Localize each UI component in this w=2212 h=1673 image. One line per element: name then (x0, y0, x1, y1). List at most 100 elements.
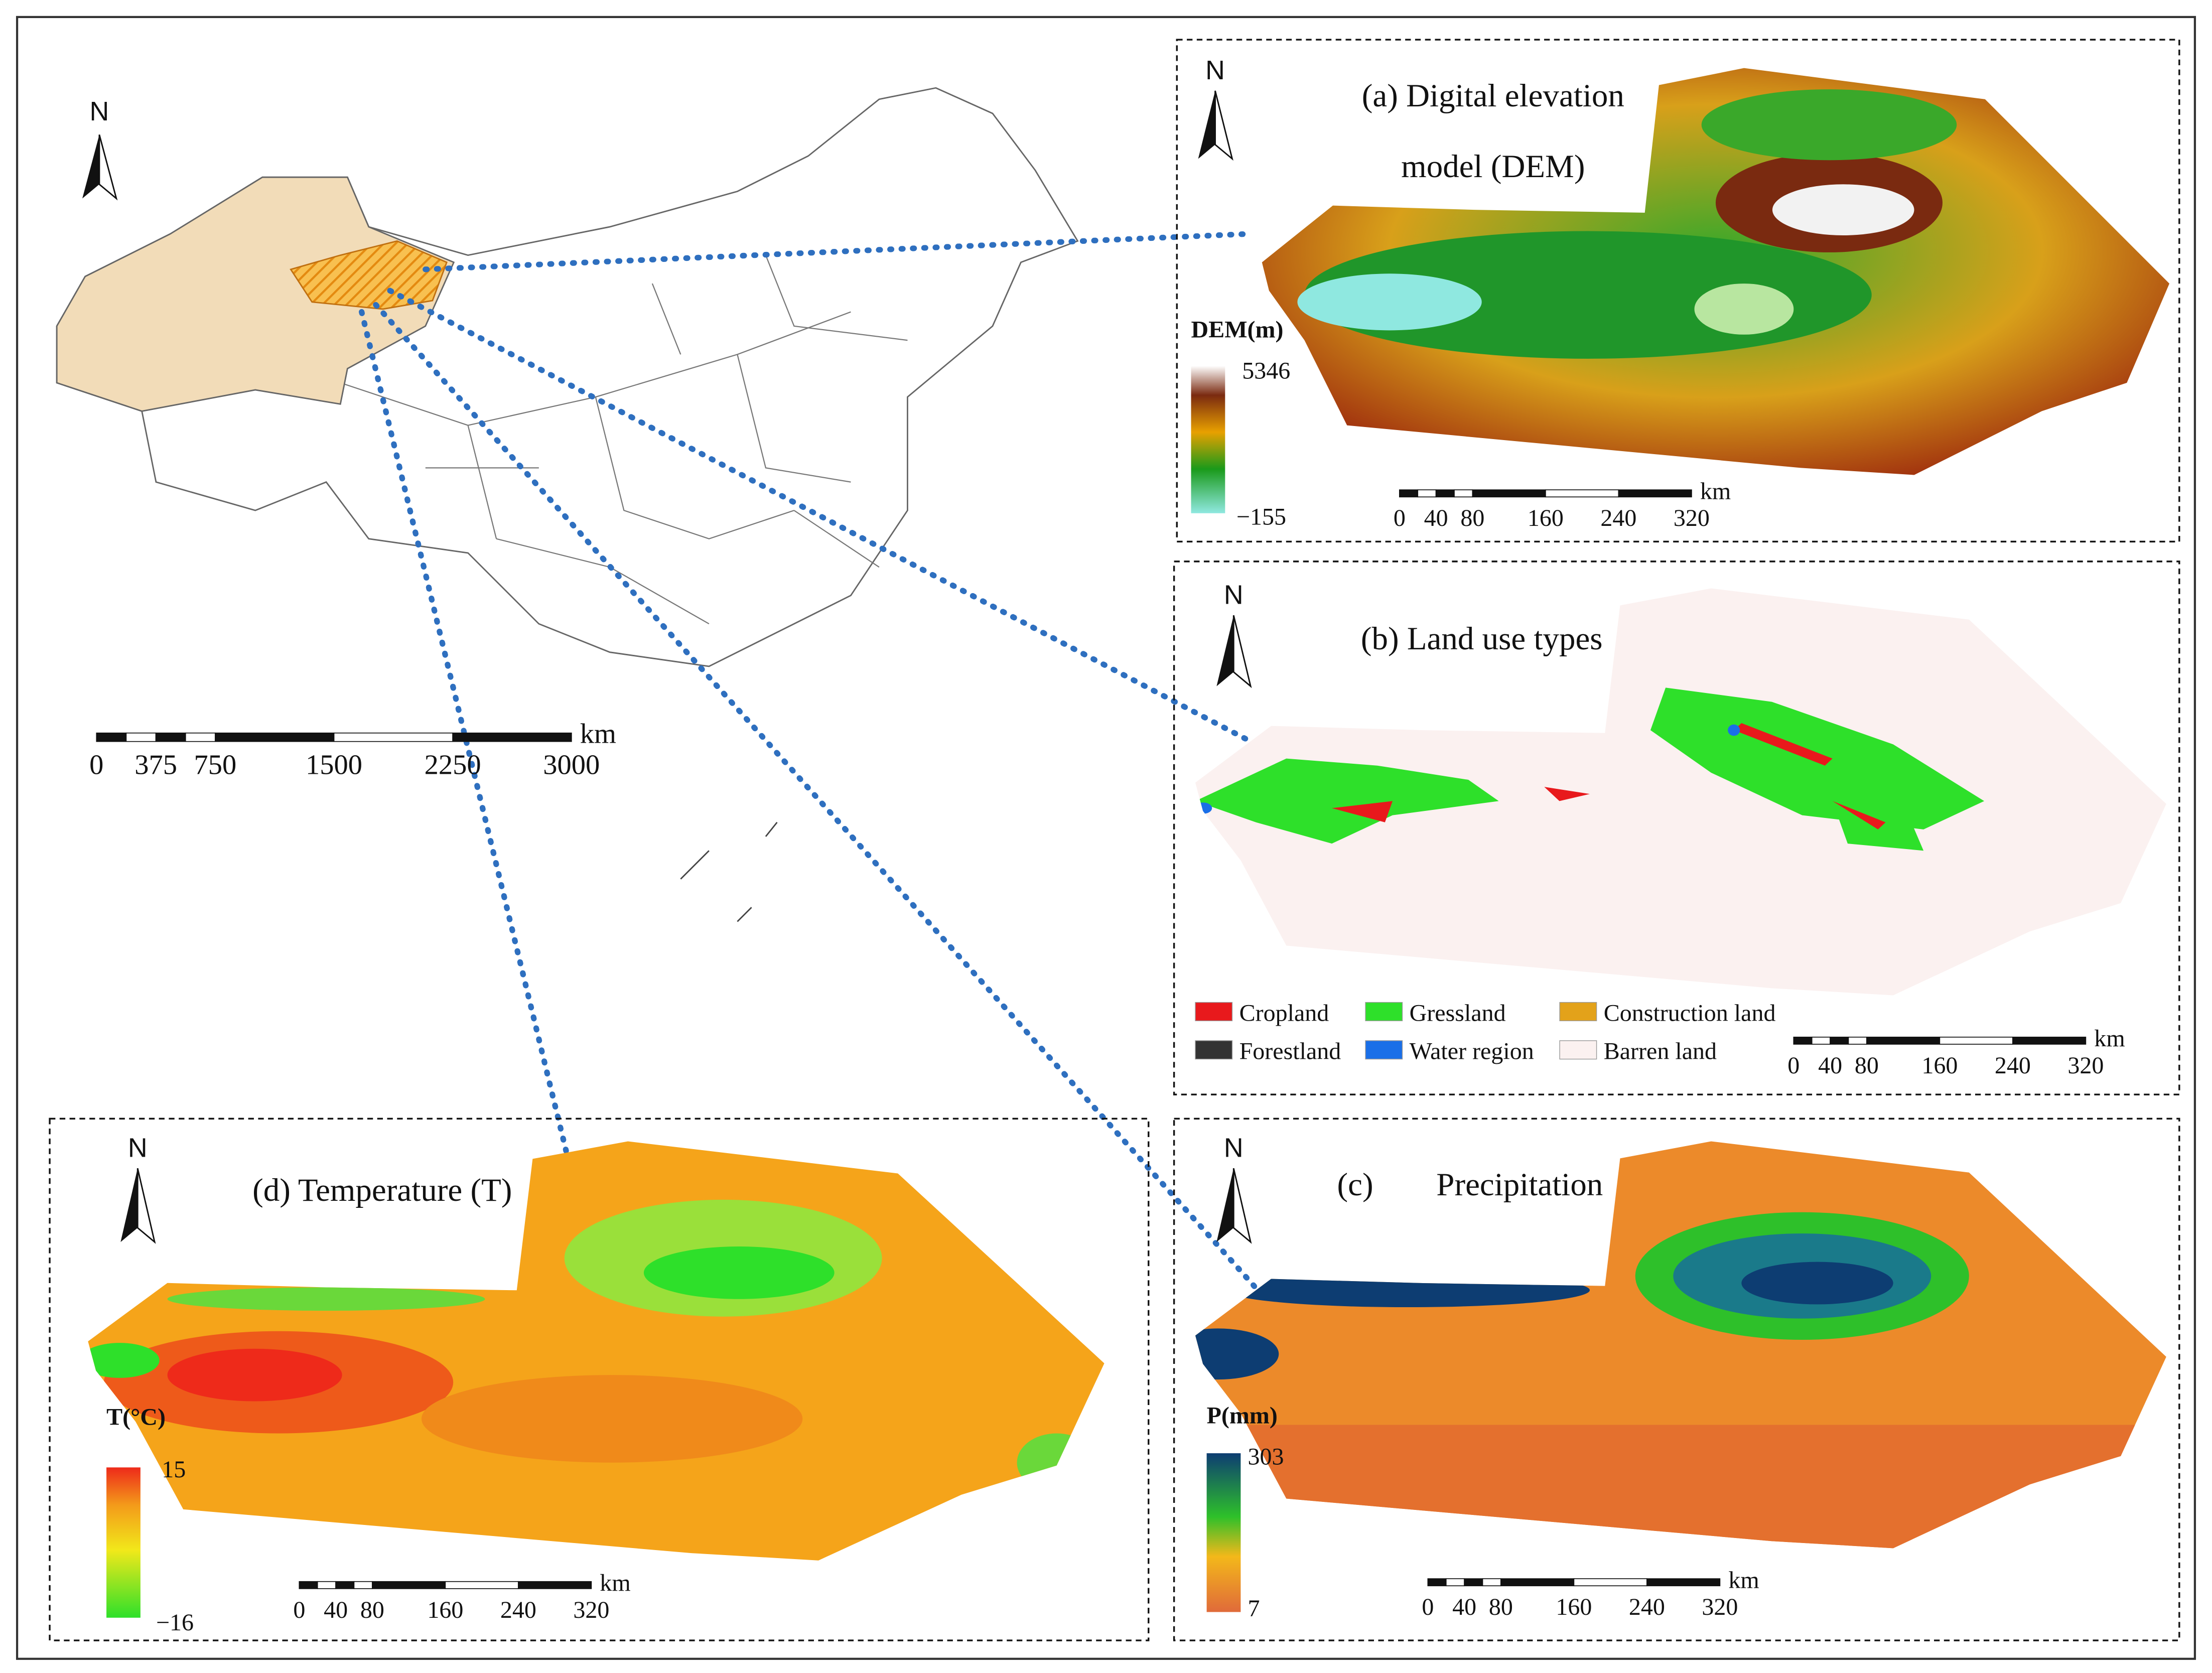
outer-frame (16, 16, 2196, 1660)
scale-tick-label: 320 (573, 1597, 609, 1623)
scale-unit: km (2094, 1025, 2125, 1052)
colorbar (106, 1467, 141, 1618)
scale-segment (1482, 1578, 1501, 1587)
panel-title: (d) Temperature (T) (252, 1172, 512, 1208)
scale-unit: km (1728, 1567, 1759, 1593)
legend-swatch (1195, 1040, 1233, 1060)
legend-label: Water region (1410, 1038, 1534, 1065)
scale-segment (518, 1581, 592, 1589)
scale-segment (335, 1581, 355, 1589)
overview-map: N (56, 87, 1079, 922)
scale-unit: km (1700, 478, 1731, 505)
legend-min: −155 (1236, 503, 1286, 530)
legend-title: T(°C) (106, 1404, 166, 1431)
scale-tick-label: 240 (500, 1597, 536, 1623)
scale-segment (1618, 489, 1692, 498)
legend-label: Barren land (1604, 1038, 1717, 1065)
colorbar (1191, 365, 1225, 513)
scale-segment (1646, 1578, 1721, 1587)
panel-title: (b) Land use types (1361, 621, 1603, 657)
scale-tick-label: 0 (293, 1597, 305, 1623)
scale-segment (353, 1581, 373, 1589)
scale-segment (1445, 1578, 1465, 1587)
legend-title: P(mm) (1207, 1403, 1278, 1429)
panel-frame (49, 1118, 1150, 1641)
scale-tick-label: 375 (134, 750, 177, 781)
scale-segment (1545, 489, 1619, 498)
scale-segment (1848, 1036, 1867, 1045)
scale-segment (1435, 489, 1455, 498)
scale-segment (333, 732, 454, 742)
legend-swatch (1559, 1040, 1597, 1060)
scale-segment (1417, 489, 1437, 498)
scale-tick-label: 160 (427, 1597, 463, 1623)
scale-segment (1454, 489, 1473, 498)
scale-segment (2012, 1036, 2087, 1045)
scale-segment (96, 732, 127, 742)
legend-label: Construction land (1604, 1000, 1776, 1026)
panel-frame (1173, 1118, 2180, 1641)
legend-label: Forestland (1239, 1038, 1341, 1065)
north-label: N (1205, 55, 1225, 85)
scale-segment (1793, 1036, 1813, 1045)
legend-label: Cropland (1239, 1000, 1329, 1026)
scale-segment (317, 1581, 336, 1589)
north-label: N (128, 1133, 148, 1163)
scale-segment (371, 1581, 446, 1589)
scale-tick-label: 240 (1600, 505, 1636, 531)
scale-segment (215, 732, 335, 742)
scale-tick-label: 160 (1921, 1052, 1958, 1079)
legend-min: −16 (156, 1609, 194, 1636)
temperature-map (88, 1141, 1104, 1561)
scale-tick-label: 160 (1528, 505, 1564, 531)
panel-frame (1173, 561, 2180, 1095)
panel-title-label: (c) (1337, 1167, 1373, 1203)
scale-tick-label: 320 (1674, 505, 1710, 531)
scale-tick-label: 40 (324, 1597, 348, 1623)
scale-tick-label: 80 (360, 1597, 384, 1623)
scale-tick-label: 80 (1489, 1594, 1513, 1620)
legend-swatch (1365, 1002, 1403, 1022)
scale-segment (445, 1581, 519, 1589)
panel-frame (1176, 39, 2180, 543)
legend-swatch (1365, 1040, 1403, 1060)
scale-segment (452, 732, 572, 742)
legend-title: DEM(m) (1191, 316, 1284, 343)
scale-segment (1464, 1578, 1483, 1587)
legend-label: Gressland (1410, 1000, 1506, 1026)
legend-max: 15 (162, 1456, 186, 1483)
legend-swatch (1559, 1002, 1597, 1022)
scale-unit: km (600, 1570, 630, 1596)
scale-segment (125, 732, 157, 742)
land-use-map (1195, 588, 2166, 996)
scale-tick-label: 0 (89, 750, 103, 781)
legend: Cropland Gressland Construction land Forest… (1195, 1000, 1776, 1065)
legend-swatch (1195, 1002, 1233, 1022)
scale-tick-label: 320 (2067, 1052, 2104, 1079)
legend-max: 5346 (1242, 357, 1290, 384)
scale-tick-label: 1500 (306, 750, 362, 781)
scale-tick-label: 40 (1424, 505, 1448, 531)
scale-segment (155, 732, 186, 742)
scale-tick-label: 320 (1702, 1594, 1738, 1620)
panel-title: (a) Digital elevation (1362, 78, 1624, 114)
panel-title: Precipitation (1436, 1167, 1603, 1203)
north-label: N (90, 96, 109, 126)
scale-tick-label: 0 (1394, 505, 1406, 531)
north-label: N (1224, 1133, 1243, 1163)
legend-max: 303 (1248, 1444, 1284, 1470)
scale-unit: km (580, 719, 616, 750)
scale-segment (1811, 1036, 1831, 1045)
precipitation-map (1195, 1141, 2166, 1549)
scale-tick-label: 40 (1452, 1594, 1476, 1620)
scale-tick-label: 80 (1460, 505, 1484, 531)
north-label: N (1224, 580, 1243, 610)
scale-segment (1399, 489, 1419, 498)
panel-title: model (DEM) (1401, 149, 1585, 185)
scale-tick-label: 160 (1556, 1594, 1592, 1620)
scale-segment (1939, 1036, 2013, 1045)
scale-segment (299, 1581, 318, 1589)
scale-tick-label: 40 (1818, 1052, 1842, 1079)
scale-segment (1573, 1578, 1647, 1587)
